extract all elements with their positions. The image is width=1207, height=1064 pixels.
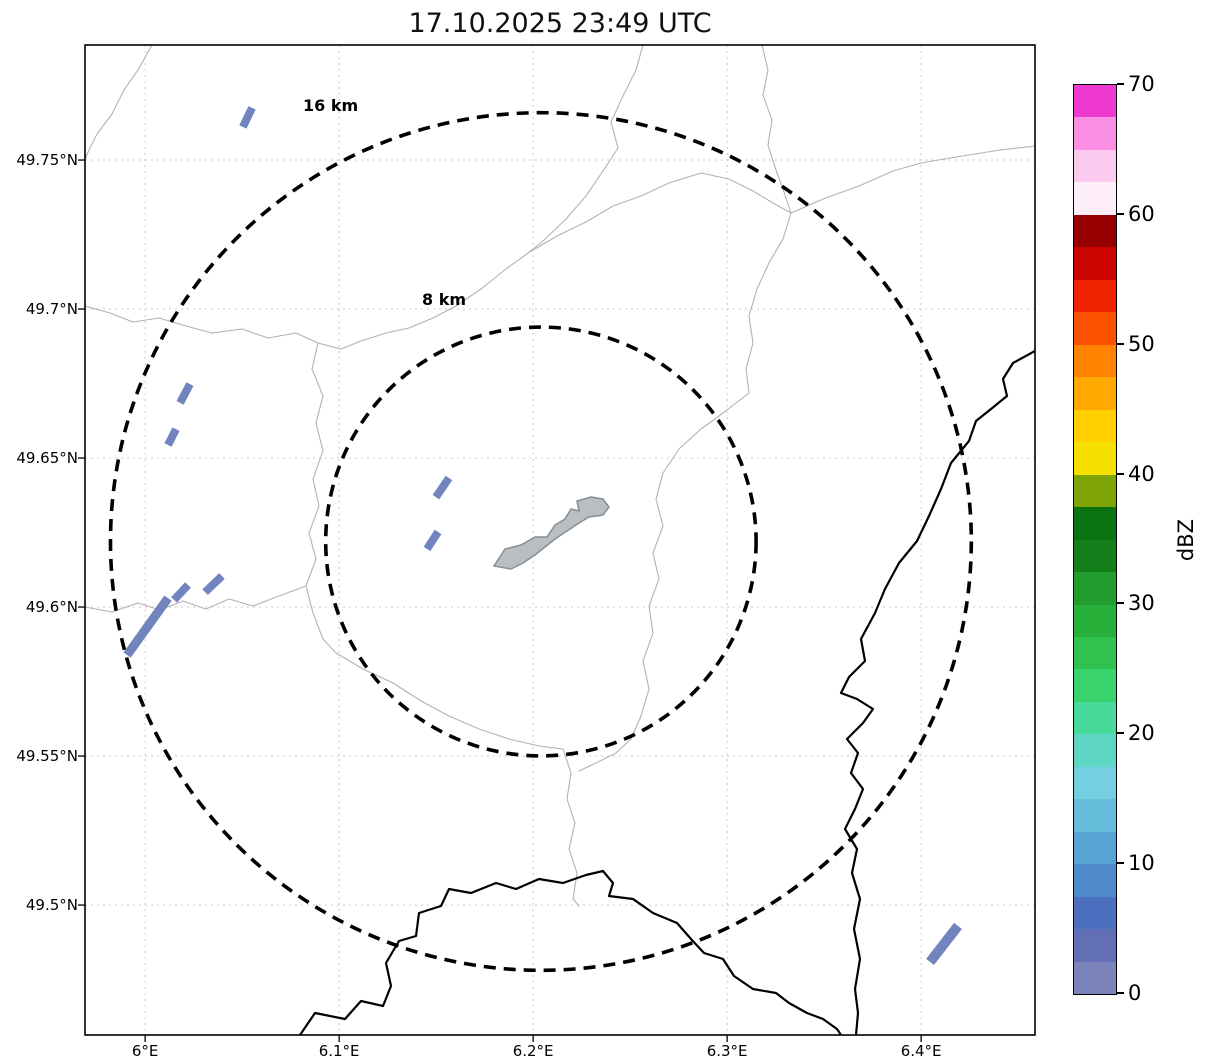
colorbar-tick-label: 20 xyxy=(1128,721,1155,746)
radar-echo xyxy=(123,595,172,658)
y-tick-label: 49.55°N xyxy=(16,747,78,766)
colorbar-swatch xyxy=(1074,831,1116,865)
colorbar-swatch xyxy=(1074,701,1116,735)
colorbar-swatch xyxy=(1074,442,1116,475)
colorbar-swatch xyxy=(1074,182,1116,215)
colorbar-tick-mark xyxy=(1117,732,1124,735)
colorbar-swatch xyxy=(1074,149,1116,183)
admin-boundary-line xyxy=(578,392,750,772)
radar-echo xyxy=(926,922,962,966)
axes-frame xyxy=(84,44,1036,1036)
radar-echoes xyxy=(123,106,962,966)
colorbar-swatch xyxy=(1074,474,1116,508)
colorbar-swatch xyxy=(1074,734,1116,767)
colorbar-tick-label: 70 xyxy=(1128,72,1155,96)
colorbar-tick-mark xyxy=(1117,83,1124,85)
colorbar-swatch xyxy=(1074,572,1116,605)
radar-echo xyxy=(176,382,194,405)
colorbar-tick-mark xyxy=(1117,472,1124,475)
colorbar-swatch xyxy=(1074,344,1116,378)
colorbar-swatch xyxy=(1074,636,1116,670)
colorbar-tick-mark xyxy=(1117,602,1124,605)
colorbar-tick-mark xyxy=(1117,862,1124,865)
figure-title: 17.10.2025 23:49 UTC xyxy=(408,8,712,39)
colorbar-tick-label: 40 xyxy=(1128,461,1155,486)
colorbar-tick-mark xyxy=(1117,212,1124,215)
range-ring-16km xyxy=(108,110,974,973)
y-tick-label: 49.75°N xyxy=(16,151,78,170)
colorbar-swatch xyxy=(1074,864,1116,897)
colorbar-swatch xyxy=(1074,929,1116,962)
colorbar-tick-mark xyxy=(1117,342,1124,345)
y-tick-label: 49.5°N xyxy=(25,896,78,915)
admin-boundary-line xyxy=(527,172,792,394)
colorbar-tick-mark xyxy=(1117,992,1124,994)
admin-boundary-line xyxy=(85,305,319,344)
admin-boundary-line xyxy=(790,145,1035,214)
colorbar-swatch xyxy=(1074,539,1116,573)
colorbar-swatch xyxy=(1074,85,1116,118)
colorbar-swatch xyxy=(1074,507,1116,540)
y-tick-label: 49.65°N xyxy=(16,449,78,468)
admin-boundary-line xyxy=(85,585,307,613)
y-tick-label: 49.6°N xyxy=(25,598,78,617)
colorbar-swatch xyxy=(1074,279,1116,313)
range-ring-8km xyxy=(323,325,758,758)
colorbar-axis-label: dBZ xyxy=(1174,518,1198,562)
x-tick-label: 6.4°E xyxy=(900,1042,942,1060)
colorbar-tick-label: 0 xyxy=(1128,981,1142,1005)
axis-ticks xyxy=(78,159,922,1042)
colorbar-swatch xyxy=(1074,312,1116,345)
colorbar-swatch xyxy=(1074,409,1116,443)
radar-echo xyxy=(202,573,225,596)
admin-boundary-line xyxy=(305,342,580,907)
y-tick-label: 49.7°N xyxy=(25,300,78,319)
colorbar-swatch xyxy=(1074,604,1116,637)
colorbar-swatch xyxy=(1074,214,1116,248)
x-tick-label: 6.2°E xyxy=(512,1042,554,1060)
colorbar-tick-label: 50 xyxy=(1128,331,1155,356)
colorbar-tick-label: 10 xyxy=(1128,851,1155,876)
admin-boundary-line xyxy=(85,45,153,161)
colorbar-tick-label: 30 xyxy=(1128,591,1155,616)
colorbar-swatch xyxy=(1074,896,1116,930)
colorbar-swatch xyxy=(1074,799,1116,832)
colorbar-swatch xyxy=(1074,247,1116,280)
colorbar-swatch xyxy=(1074,961,1116,995)
colorbar-swatch xyxy=(1074,766,1116,800)
colorbar-swatch xyxy=(1074,117,1116,150)
radar-echo xyxy=(171,582,191,603)
map-boundaries xyxy=(85,45,1035,1035)
radar-echo xyxy=(164,427,180,447)
radar-echo xyxy=(432,475,453,500)
colorbar xyxy=(1073,84,1117,995)
x-tick-label: 6.3°E xyxy=(706,1042,748,1060)
range-ring-label-16km: 16 km xyxy=(303,96,359,115)
colorbar-swatch xyxy=(1074,669,1116,702)
range-rings xyxy=(108,110,974,973)
colorbar-tick-label: 60 xyxy=(1128,201,1155,226)
airport-outline xyxy=(492,496,610,570)
radar-echo xyxy=(239,106,256,129)
country-border-line xyxy=(298,869,843,1035)
admin-boundary-line xyxy=(317,45,644,350)
x-tick-label: 6.1°E xyxy=(318,1042,360,1060)
x-tick-label: 6°E xyxy=(131,1042,159,1060)
range-ring-label-8km: 8 km xyxy=(422,290,467,309)
grid-lines xyxy=(85,45,1035,1035)
radar-echo xyxy=(423,529,442,552)
colorbar-swatch xyxy=(1074,377,1116,410)
river-border-line xyxy=(839,349,1035,1035)
